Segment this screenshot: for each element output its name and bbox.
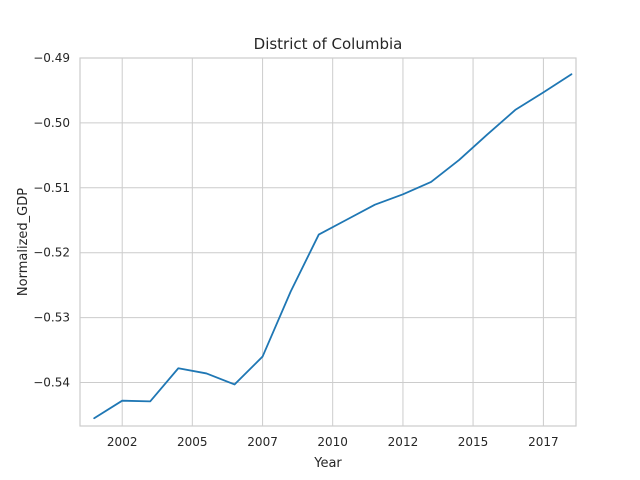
x-axis-label: Year — [313, 456, 342, 471]
x-tick-label: 2017 — [528, 435, 559, 449]
plot-frame — [79, 57, 577, 427]
x-tick-label: 2002 — [107, 435, 138, 449]
x-tick-label: 2015 — [458, 435, 489, 449]
x-tick-label: 2007 — [247, 435, 278, 449]
x-tick-label: 2012 — [388, 435, 419, 449]
y-tick-label: −0.54 — [33, 376, 70, 390]
x-tick-label: 2005 — [177, 435, 208, 449]
grid — [80, 57, 576, 426]
x-tick-label: 2010 — [317, 435, 348, 449]
x-axis-ticks: 2002 2005 2007 2010 2012 2015 2017 — [107, 435, 559, 449]
y-tick-label: −0.52 — [33, 246, 70, 260]
y-axis-label: Normalized_GDP — [16, 188, 31, 296]
chart-title: District of Columbia — [254, 35, 403, 53]
series-line — [93, 73, 573, 420]
y-tick-label: −0.50 — [33, 116, 70, 130]
series-layer — [93, 73, 573, 420]
y-tick-label: −0.49 — [33, 51, 70, 65]
y-tick-label: −0.53 — [33, 311, 70, 325]
y-axis-ticks: −0.54 −0.53 −0.52 −0.51 −0.50 −0.49 — [33, 51, 70, 390]
y-tick-label: −0.51 — [33, 181, 70, 195]
